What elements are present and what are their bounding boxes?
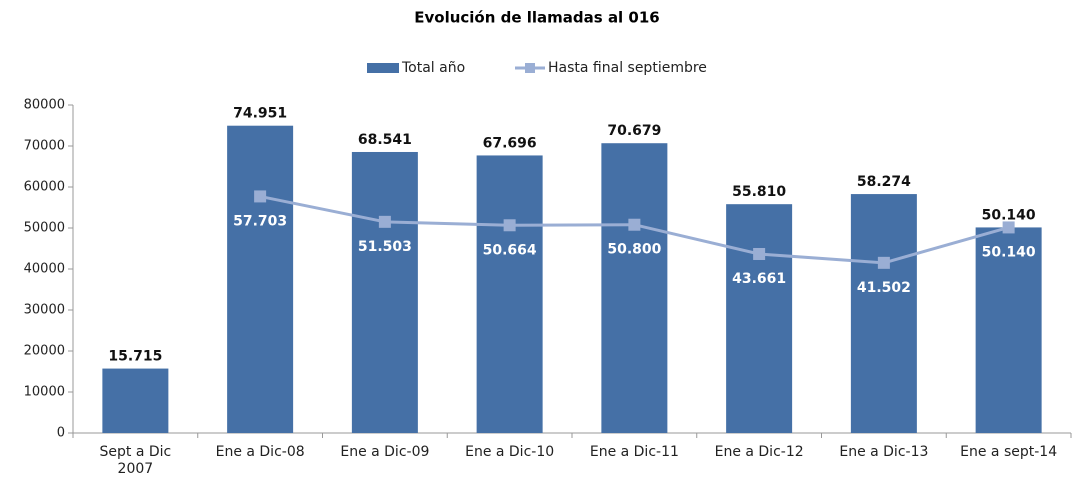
x-tick-label: Sept a Dic 2007 [99,444,172,477]
bar-value-label: 74.951 [233,106,287,122]
bar [975,227,1042,433]
bar-value-label: 58.274 [857,174,911,190]
x-tick-label: Ene a sept-14 [960,444,1058,460]
line-marker [628,218,641,231]
chart-title: Evolución de llamadas al 016 [414,9,660,27]
line-value-label: 51.503 [358,239,412,255]
x-tick-label: Ene a Dic-13 [839,444,929,460]
bar [601,143,668,433]
line-value-label: 50.664 [483,242,537,258]
x-tick-label: Ene a Dic-12 [714,444,804,460]
x-tick-label: Ene a Dic-08 [215,444,305,460]
bar-value-label: 50.140 [982,207,1036,223]
y-tick-label: 50000 [24,221,65,236]
y-tick-label: 80000 [24,98,65,113]
y-tick-label: 0 [57,426,65,441]
y-tick-label: 20000 [24,344,65,359]
x-tick-label: Ene a Dic-09 [340,444,430,460]
line-marker [877,256,890,269]
line-value-label: 41.502 [857,280,911,296]
y-tick-label: 60000 [24,180,65,195]
bar-value-label: 15.715 [108,349,162,365]
legend-label: Hasta final septiembre [548,60,707,76]
y-tick-label: 40000 [24,262,65,277]
x-tick-label: Ene a Dic-11 [589,444,679,460]
bar [102,368,169,433]
line-value-label: 50.140 [982,244,1036,260]
y-tick-label: 30000 [24,303,65,318]
legend-swatch [367,63,399,73]
bar-value-label: 55.810 [732,184,786,200]
bar [227,125,294,433]
y-tick-label: 70000 [24,139,65,154]
bar-value-label: 68.541 [358,132,412,148]
x-tick-label: Ene a Dic-10 [465,444,555,460]
line-marker [254,190,267,203]
bar [476,155,543,433]
line-value-label: 43.661 [732,271,786,287]
bar [351,151,418,433]
bar [850,194,917,433]
line-marker [503,219,516,232]
line-marker [753,247,766,260]
line-marker [378,215,391,228]
line-value-label: 57.703 [233,213,287,229]
bar-value-label: 67.696 [483,135,537,151]
line-marker [1002,221,1015,234]
legend-label: Total año [401,60,465,76]
y-tick-label: 10000 [24,385,65,400]
legend-swatch [525,63,535,73]
line-value-label: 50.800 [607,242,661,258]
bar [726,204,793,433]
bar-value-label: 70.679 [607,123,661,139]
